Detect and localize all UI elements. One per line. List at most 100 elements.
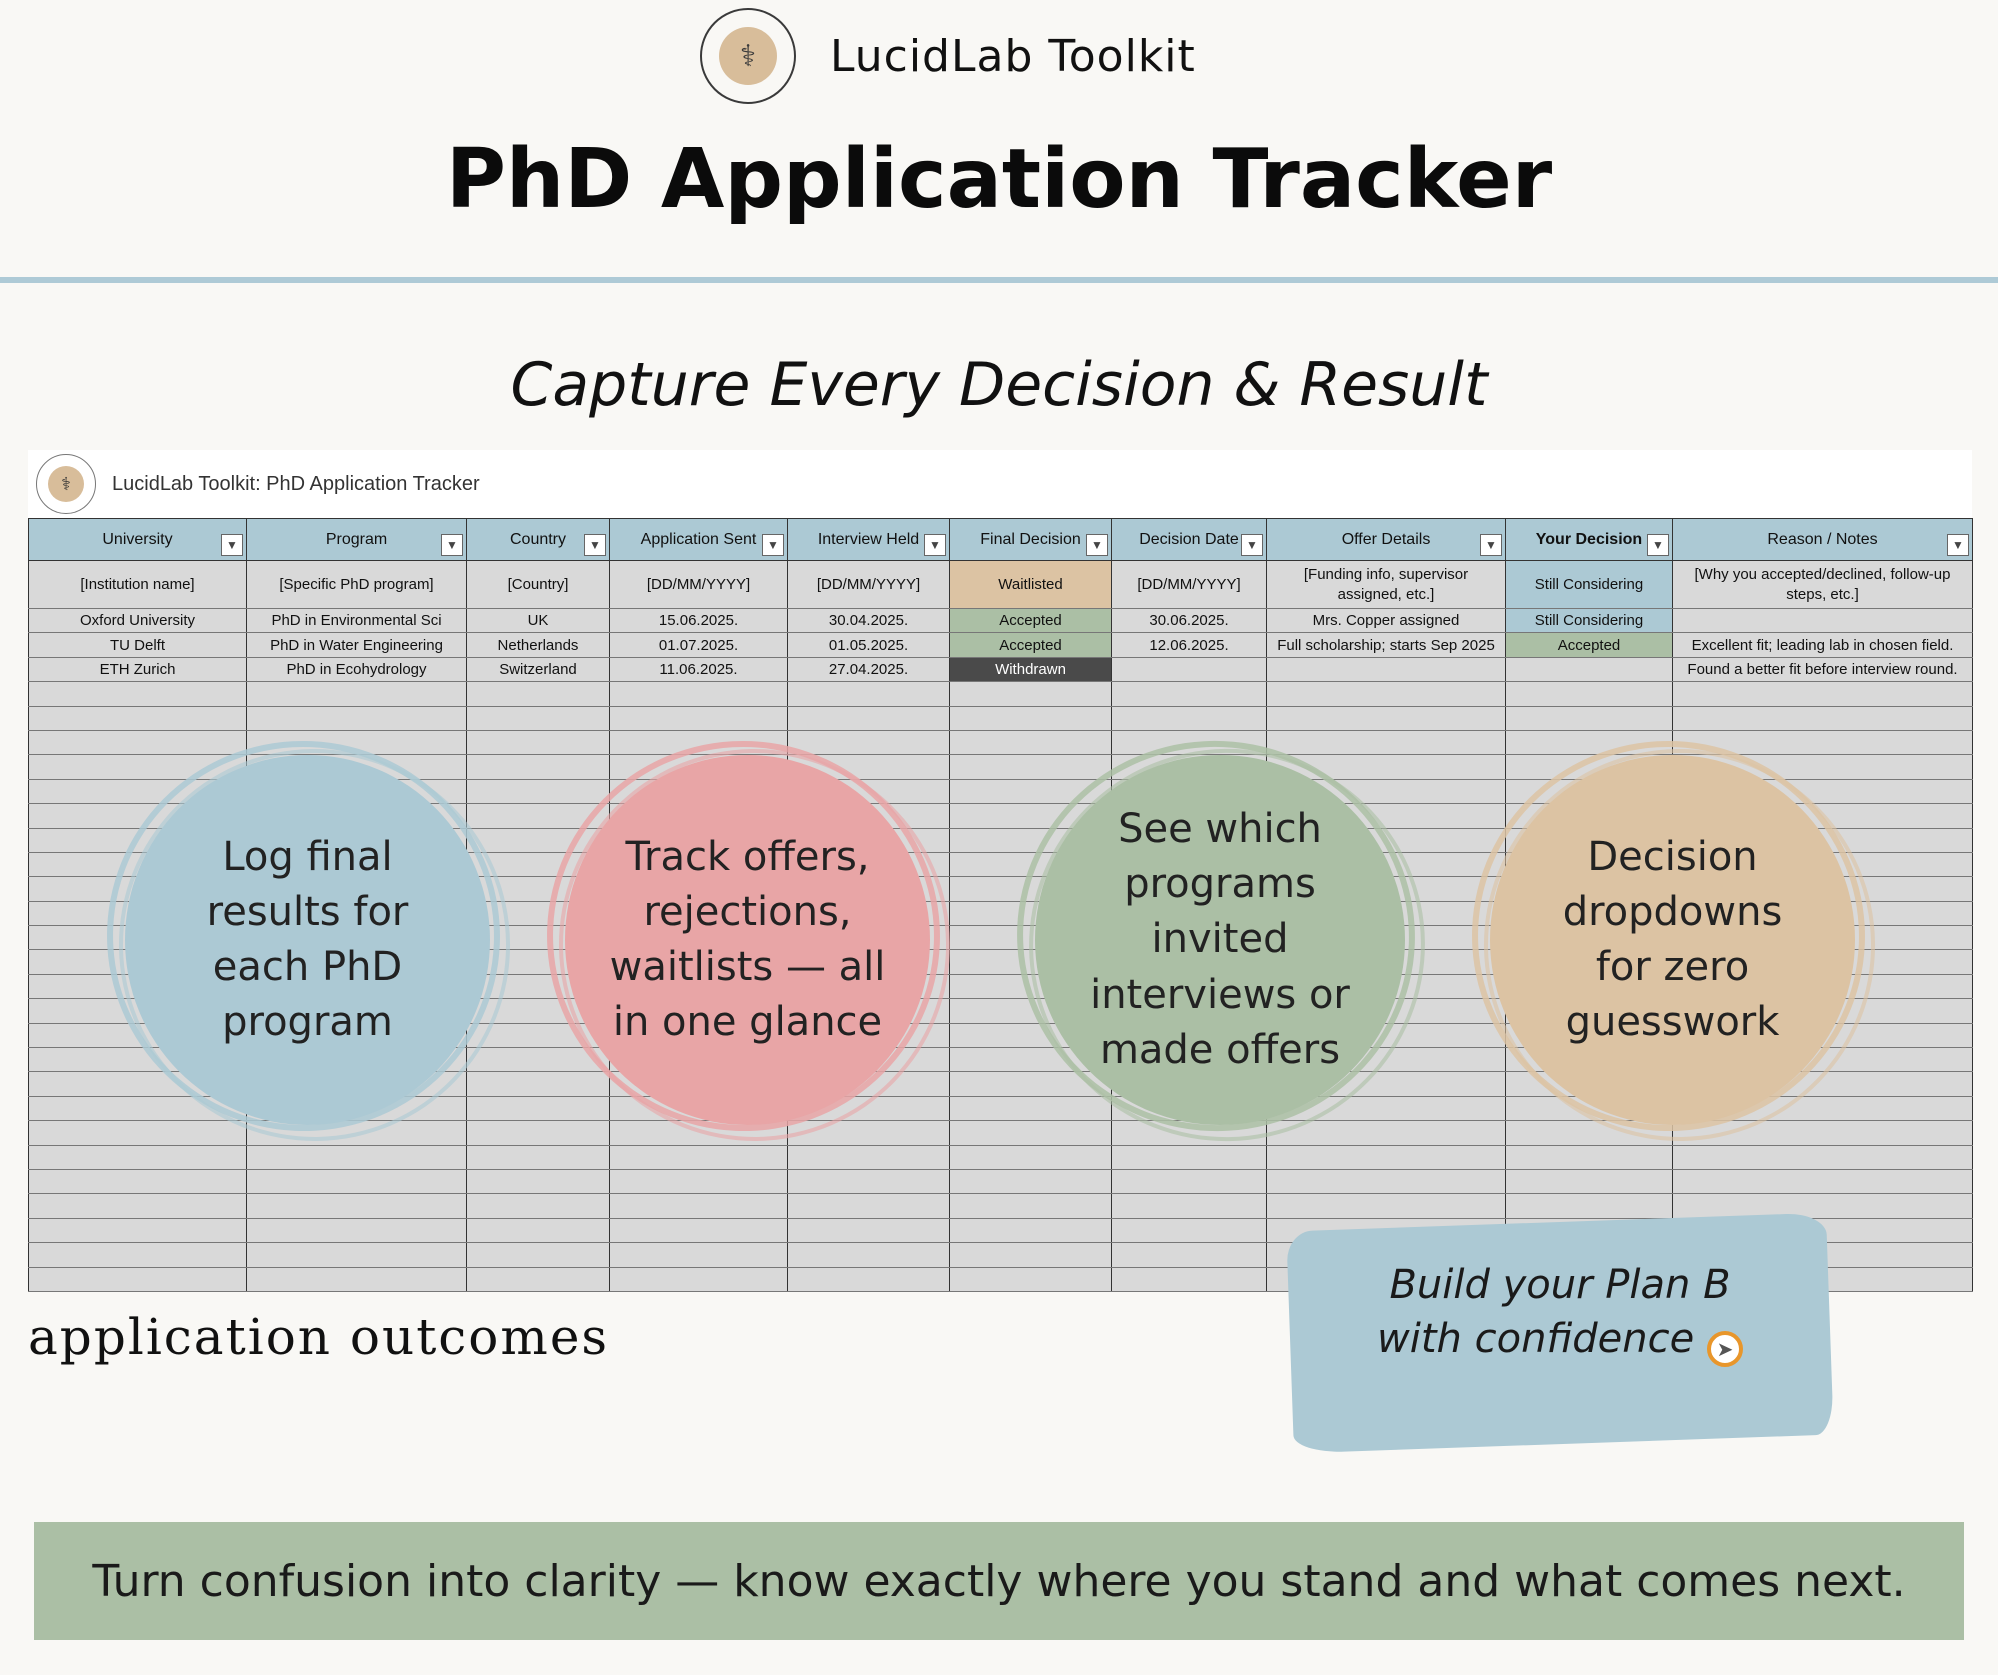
empty-cell[interactable] <box>609 1242 788 1268</box>
empty-cell[interactable] <box>1266 1193 1506 1219</box>
filter-dropdown-icon[interactable]: ▼ <box>1086 534 1108 556</box>
table-cell[interactable]: UK <box>466 607 610 634</box>
empty-cell[interactable] <box>787 681 950 707</box>
empty-cell[interactable] <box>466 1266 610 1292</box>
table-cell[interactable]: [Funding info, supervisor assigned, etc.… <box>1266 560 1506 609</box>
empty-cell[interactable] <box>246 1193 467 1219</box>
empty-cell[interactable] <box>28 729 247 756</box>
table-cell[interactable]: PhD in Environmental Sci <box>246 607 467 634</box>
empty-cell[interactable] <box>466 1120 610 1146</box>
empty-cell[interactable] <box>466 1242 610 1268</box>
empty-cell[interactable] <box>1111 1168 1267 1195</box>
table-cell[interactable]: Full scholarship; starts Sep 2025 <box>1266 632 1506 658</box>
table-cell[interactable]: Mrs. Copper assigned <box>1266 607 1506 634</box>
empty-cell[interactable] <box>1672 1168 1973 1195</box>
empty-cell[interactable] <box>466 729 610 756</box>
table-cell[interactable]: Netherlands <box>466 632 610 658</box>
empty-cell[interactable] <box>246 1266 467 1292</box>
empty-cell[interactable] <box>1672 681 1973 707</box>
empty-cell[interactable] <box>787 1144 950 1170</box>
table-cell[interactable] <box>1505 656 1673 683</box>
empty-cell[interactable] <box>609 1168 788 1195</box>
empty-cell[interactable] <box>1266 681 1506 707</box>
table-cell[interactable]: [DD/MM/YYYY] <box>1111 560 1267 609</box>
empty-cell[interactable] <box>466 1095 610 1122</box>
empty-cell[interactable] <box>1111 681 1267 707</box>
table-cell[interactable]: [Specific PhD program] <box>246 560 467 609</box>
empty-cell[interactable] <box>1266 705 1506 731</box>
table-cell[interactable]: PhD in Water Engineering <box>246 632 467 658</box>
empty-cell[interactable] <box>466 778 610 805</box>
empty-cell[interactable] <box>1505 705 1673 731</box>
table-cell[interactable]: Switzerland <box>466 656 610 683</box>
table-cell[interactable]: 11.06.2025. <box>609 656 788 683</box>
table-cell[interactable]: Accepted <box>1505 632 1673 658</box>
empty-cell[interactable] <box>1505 1168 1673 1195</box>
table-cell[interactable]: [DD/MM/YYYY] <box>609 560 788 609</box>
empty-cell[interactable] <box>949 1144 1112 1170</box>
table-cell[interactable] <box>1111 656 1267 683</box>
empty-cell[interactable] <box>1505 1193 1673 1219</box>
filter-dropdown-icon[interactable]: ▼ <box>762 534 784 556</box>
filter-dropdown-icon[interactable]: ▼ <box>441 534 463 556</box>
table-cell[interactable]: 15.06.2025. <box>609 607 788 634</box>
empty-cell[interactable] <box>787 1168 950 1195</box>
empty-cell[interactable] <box>787 1217 950 1244</box>
empty-cell[interactable] <box>28 681 247 707</box>
empty-cell[interactable] <box>1111 1266 1267 1292</box>
empty-cell[interactable] <box>949 1120 1112 1146</box>
table-cell[interactable]: Waitlisted <box>949 560 1112 609</box>
empty-cell[interactable] <box>949 1217 1112 1244</box>
empty-cell[interactable] <box>1111 1193 1267 1219</box>
empty-cell[interactable] <box>246 681 467 707</box>
empty-cell[interactable] <box>246 1144 467 1170</box>
empty-cell[interactable] <box>609 1266 788 1292</box>
table-cell[interactable]: Excellent fit; leading lab in chosen fie… <box>1672 632 1973 658</box>
empty-cell[interactable] <box>1672 1144 1973 1170</box>
empty-cell[interactable] <box>466 1168 610 1195</box>
empty-cell[interactable] <box>1266 1168 1506 1195</box>
empty-cell[interactable] <box>466 1071 610 1097</box>
empty-cell[interactable] <box>28 1193 247 1219</box>
table-cell[interactable]: [DD/MM/YYYY] <box>787 560 950 609</box>
empty-cell[interactable] <box>949 705 1112 731</box>
empty-cell[interactable] <box>246 1242 467 1268</box>
empty-cell[interactable] <box>28 1168 247 1195</box>
empty-cell[interactable] <box>246 1168 467 1195</box>
table-cell[interactable] <box>1672 607 1973 634</box>
table-cell[interactable]: Still Considering <box>1505 607 1673 634</box>
empty-cell[interactable] <box>609 1144 788 1170</box>
empty-cell[interactable] <box>949 1242 1112 1268</box>
empty-cell[interactable] <box>787 1120 950 1146</box>
table-cell[interactable]: Oxford University <box>28 607 247 634</box>
empty-cell[interactable] <box>949 1168 1112 1195</box>
empty-cell[interactable] <box>466 1193 610 1219</box>
empty-cell[interactable] <box>949 1095 1112 1122</box>
empty-cell[interactable] <box>609 705 788 731</box>
table-cell[interactable] <box>1266 656 1506 683</box>
empty-cell[interactable] <box>949 754 1112 780</box>
table-cell[interactable]: Still Considering <box>1505 560 1673 609</box>
empty-cell[interactable] <box>28 1266 247 1292</box>
empty-cell[interactable] <box>787 1266 950 1292</box>
empty-cell[interactable] <box>1505 1144 1673 1170</box>
empty-cell[interactable] <box>466 754 610 780</box>
filter-dropdown-icon[interactable]: ▼ <box>584 534 606 556</box>
empty-cell[interactable] <box>466 1217 610 1244</box>
empty-cell[interactable] <box>949 1266 1112 1292</box>
empty-cell[interactable] <box>466 681 610 707</box>
table-cell[interactable]: [Why you accepted/declined, follow-up st… <box>1672 560 1973 609</box>
empty-cell[interactable] <box>1111 705 1267 731</box>
empty-cell[interactable] <box>28 1217 247 1244</box>
filter-dropdown-icon[interactable]: ▼ <box>1647 534 1669 556</box>
table-cell[interactable]: Withdrawn <box>949 656 1112 683</box>
empty-cell[interactable] <box>466 705 610 731</box>
empty-cell[interactable] <box>28 1120 247 1146</box>
table-cell[interactable]: PhD in Ecohydrology <box>246 656 467 683</box>
empty-cell[interactable] <box>787 1242 950 1268</box>
empty-cell[interactable] <box>1266 1144 1506 1170</box>
empty-cell[interactable] <box>246 705 467 731</box>
table-cell[interactable]: [Institution name] <box>28 560 247 609</box>
filter-dropdown-icon[interactable]: ▼ <box>1947 534 1969 556</box>
table-cell[interactable]: Accepted <box>949 607 1112 634</box>
